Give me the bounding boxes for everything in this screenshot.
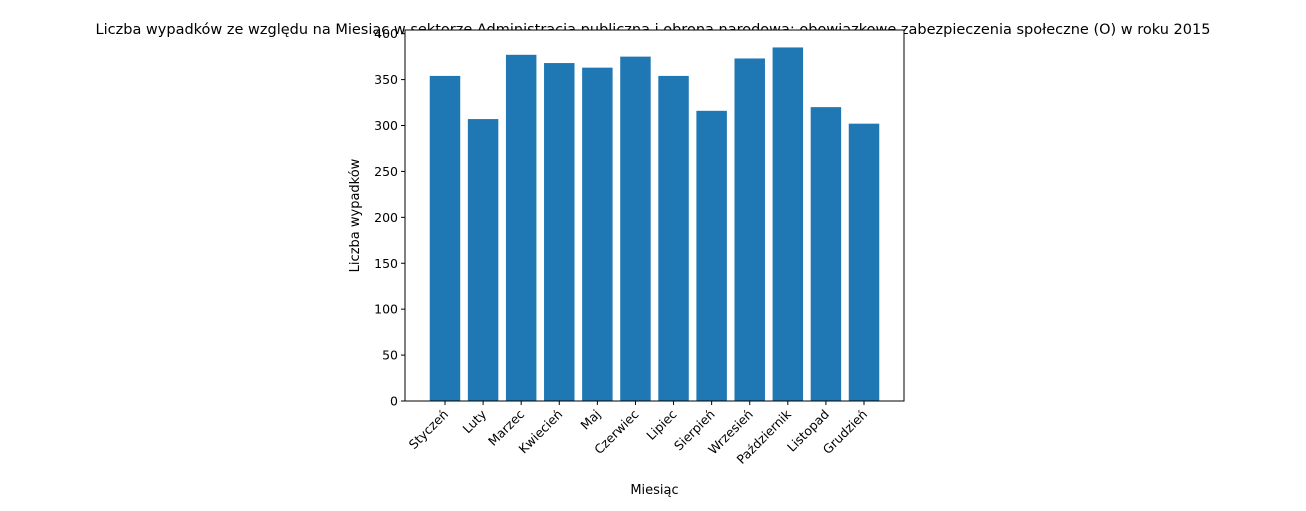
bar-marzec [505,54,537,401]
x-tick-label: Luty [460,406,490,436]
y-tick-label: 300 [374,118,398,133]
y-tick-label: 150 [374,256,398,271]
x-axis-label: Miesiąc [630,483,678,498]
y-tick-label: 400 [374,26,398,41]
bar-styczeń [429,75,461,402]
plot-frame [404,29,905,402]
x-tick-label: Maj [577,407,603,433]
bar-grudzień [848,123,880,401]
y-axis: 0 50 100 150 200 250 300 350 400 [374,26,405,409]
bar-lipiec [658,75,689,402]
y-tick-label: 250 [374,164,398,179]
y-tick-label: 50 [382,348,398,363]
bar-wrzesień [734,58,765,401]
bar-październik [772,47,804,401]
bar-listopad [810,107,842,401]
y-tick-label: 100 [374,302,398,317]
bar-czerwiec [620,56,651,401]
x-tick-label: Lipiec [643,406,679,442]
bar-sierpień [696,110,727,401]
bar-maj [582,67,613,401]
y-tick-label: 0 [390,394,398,409]
bars-group [429,47,880,402]
bar-kwiecień [544,63,575,401]
bar-luty [467,119,499,402]
y-axis-label: Liczba wypadków [348,158,363,272]
x-tick-label: Styczeń [406,407,451,452]
y-tick-label: 200 [374,210,398,225]
y-tick-label: 350 [374,72,398,87]
